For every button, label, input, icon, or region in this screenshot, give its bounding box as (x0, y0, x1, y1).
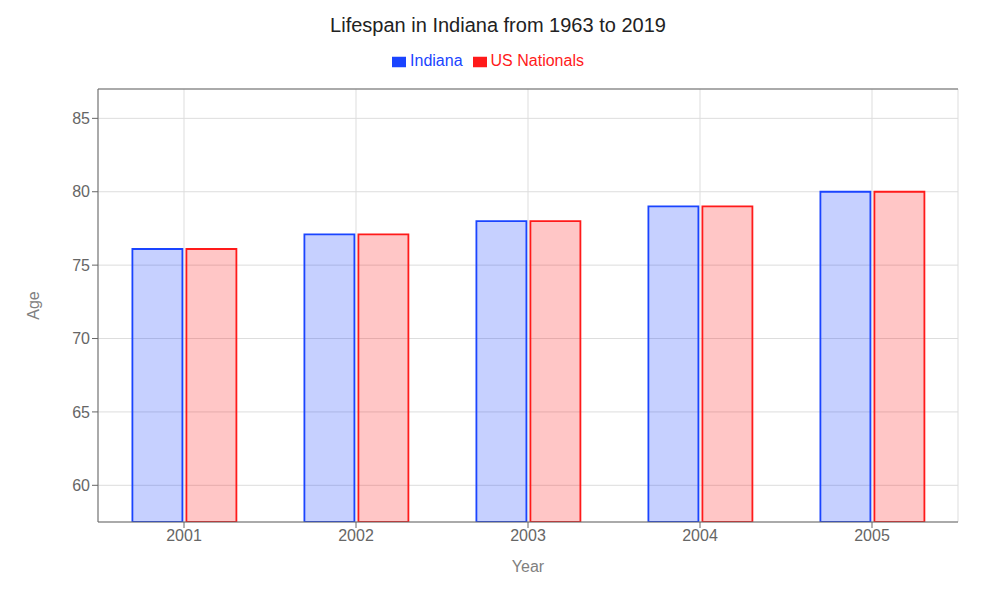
svg-text:2001: 2001 (166, 527, 202, 544)
svg-text:65: 65 (72, 404, 90, 421)
svg-text:2004: 2004 (682, 527, 718, 544)
svg-text:60: 60 (72, 477, 90, 494)
html-text:Indiana: Indiana (410, 52, 463, 69)
svg-text:70: 70 (72, 330, 90, 347)
html-text:US Nationals: US Nationals (490, 52, 584, 69)
svg-text:Year: Year (512, 558, 545, 575)
html-text:Lifespan in Indiana from 1963: Lifespan in Indiana from 1963 to 2019 (330, 14, 666, 36)
svg-text:2002: 2002 (338, 527, 374, 544)
svg-text:Age: Age (25, 291, 42, 320)
svg-text:2003: 2003 (510, 527, 546, 544)
svg-text:2005: 2005 (854, 527, 890, 544)
svg-text:85: 85 (72, 110, 90, 127)
svg-text:75: 75 (72, 257, 90, 274)
svg-text:80: 80 (72, 183, 90, 200)
